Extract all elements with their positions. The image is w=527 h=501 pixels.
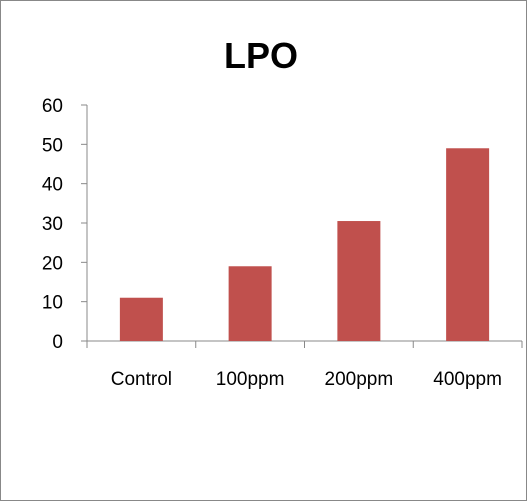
- y-tick-label: 60: [42, 96, 63, 117]
- x-category-label: Control: [111, 369, 172, 390]
- y-tick-label: 40: [42, 175, 63, 196]
- chart-title: LPO: [224, 35, 298, 76]
- bar-200ppm: [337, 221, 381, 341]
- x-category-label: 100ppm: [216, 369, 285, 390]
- y-tick-label: 50: [42, 135, 63, 156]
- x-category-label: 400ppm: [433, 369, 502, 390]
- bar-100ppm: [228, 266, 272, 341]
- bars: [119, 148, 490, 341]
- x-category-label: 200ppm: [325, 369, 394, 390]
- y-tick-label: 10: [42, 293, 63, 314]
- y-axis-ticks: 0 10 20 30 40 50 60: [42, 96, 87, 353]
- y-tick-label: 0: [52, 332, 63, 353]
- y-tick-label: 30: [42, 214, 63, 235]
- bar-400ppm: [446, 148, 490, 341]
- y-tick-label: 20: [42, 253, 63, 274]
- x-axis-labels: Control 100ppm 200ppm 400ppm: [111, 369, 502, 390]
- bar-control: [119, 297, 163, 341]
